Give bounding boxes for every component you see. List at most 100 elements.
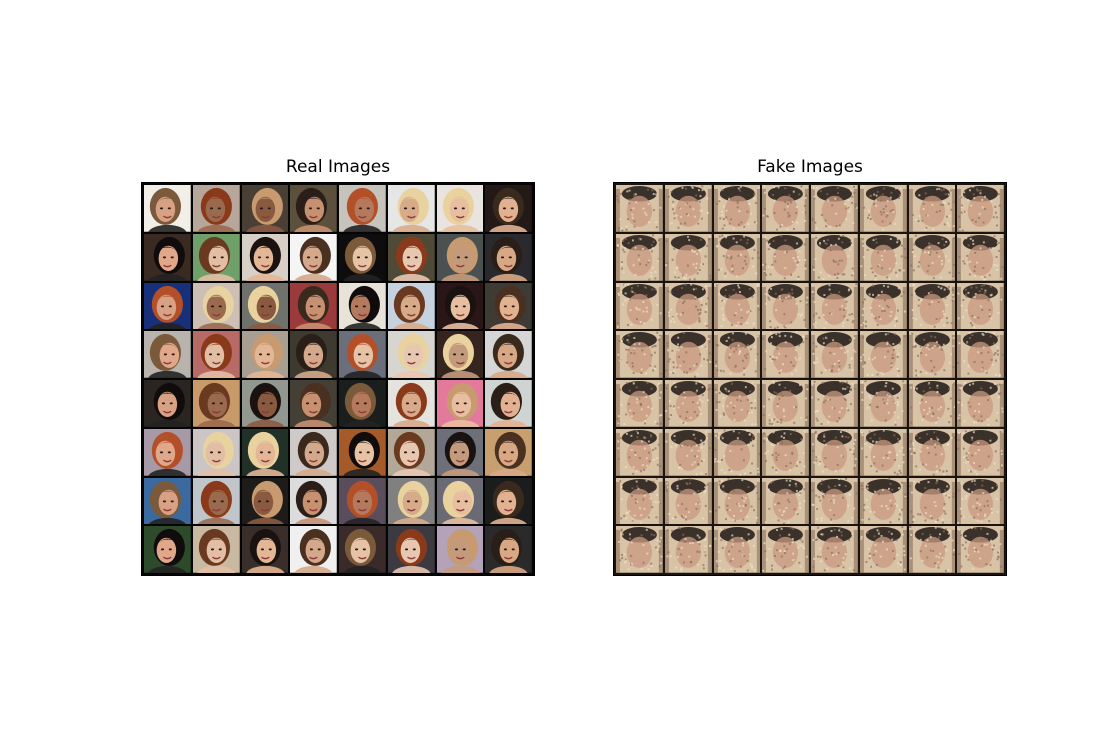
fake-face-thumbnail — [811, 380, 858, 427]
fake-images-tiles — [616, 185, 1004, 573]
fake-face-thumbnail — [713, 331, 761, 378]
real-face-thumbnail — [436, 282, 484, 330]
fake-face-thumbnail — [664, 380, 712, 427]
fake-face-thumbnail — [957, 526, 1004, 573]
fake-face-thumbnail — [616, 282, 663, 330]
real-face-thumbnail — [339, 233, 386, 281]
fake-face-thumbnail — [908, 282, 956, 330]
real-face-thumbnail — [290, 331, 337, 378]
real-face-thumbnail — [485, 233, 532, 281]
fake-face-thumbnail — [762, 185, 809, 232]
fake-face-thumbnail — [908, 477, 956, 525]
fake-face-thumbnail — [762, 233, 809, 281]
real-face-thumbnail — [339, 331, 386, 378]
fake-face-thumbnail — [616, 185, 663, 232]
real-face-thumbnail — [436, 233, 484, 281]
fake-face-thumbnail — [713, 526, 761, 573]
real-face-thumbnail — [339, 428, 386, 476]
fake-face-thumbnail — [616, 233, 663, 281]
fake-face-thumbnail — [859, 185, 907, 232]
fake-face-thumbnail — [908, 233, 956, 281]
fake-face-thumbnail — [762, 331, 809, 378]
real-face-thumbnail — [144, 282, 191, 330]
fake-face-thumbnail — [811, 185, 858, 232]
fake-face-thumbnail — [811, 331, 858, 378]
real-face-thumbnail — [485, 477, 532, 525]
fake-face-thumbnail — [859, 331, 907, 378]
fake-face-thumbnail — [859, 428, 907, 476]
fake-face-thumbnail — [664, 282, 712, 330]
real-face-thumbnail — [387, 233, 435, 281]
real-face-thumbnail — [387, 380, 435, 427]
real-face-thumbnail — [485, 380, 532, 427]
fake-face-thumbnail — [957, 380, 1004, 427]
real-face-thumbnail — [436, 380, 484, 427]
fake-face-thumbnail — [908, 185, 956, 232]
real-face-thumbnail — [290, 185, 337, 232]
real-face-thumbnail — [241, 428, 289, 476]
real-face-thumbnail — [436, 477, 484, 525]
real-face-thumbnail — [192, 282, 240, 330]
real-face-thumbnail — [436, 185, 484, 232]
fake-face-thumbnail — [811, 428, 858, 476]
fake-face-thumbnail — [664, 185, 712, 232]
fake-face-thumbnail — [616, 526, 663, 573]
real-face-thumbnail — [241, 185, 289, 232]
real-face-thumbnail — [436, 428, 484, 476]
fake-face-thumbnail — [859, 526, 907, 573]
fake-face-thumbnail — [713, 185, 761, 232]
real-face-thumbnail — [485, 331, 532, 378]
real-face-thumbnail — [339, 477, 386, 525]
real-face-thumbnail — [387, 331, 435, 378]
real-face-thumbnail — [290, 477, 337, 525]
fake-face-thumbnail — [957, 282, 1004, 330]
fake-face-thumbnail — [664, 526, 712, 573]
fake-face-thumbnail — [859, 282, 907, 330]
fake-face-thumbnail — [859, 233, 907, 281]
fake-face-thumbnail — [762, 282, 809, 330]
real-face-thumbnail — [290, 233, 337, 281]
fake-face-thumbnail — [713, 233, 761, 281]
real-face-thumbnail — [387, 282, 435, 330]
real-face-thumbnail — [485, 526, 532, 573]
fake-face-thumbnail — [616, 428, 663, 476]
real-face-thumbnail — [387, 185, 435, 232]
fake-face-thumbnail — [957, 477, 1004, 525]
real-face-thumbnail — [387, 477, 435, 525]
real-face-thumbnail — [485, 185, 532, 232]
fake-face-thumbnail — [811, 477, 858, 525]
real-images-title: Real Images — [285, 157, 391, 177]
real-face-thumbnail — [290, 526, 337, 573]
fake-images-grid — [613, 182, 1007, 576]
real-face-thumbnail — [485, 282, 532, 330]
fake-face-thumbnail — [713, 428, 761, 476]
fake-face-thumbnail — [616, 477, 663, 525]
real-face-thumbnail — [144, 380, 191, 427]
real-face-thumbnail — [485, 428, 532, 476]
real-face-thumbnail — [241, 331, 289, 378]
fake-face-thumbnail — [762, 526, 809, 573]
real-face-thumbnail — [290, 282, 337, 330]
fake-face-thumbnail — [762, 477, 809, 525]
fake-face-thumbnail — [859, 477, 907, 525]
fake-images-title: Fake Images — [757, 157, 863, 177]
real-face-thumbnail — [144, 185, 191, 232]
fake-face-thumbnail — [908, 331, 956, 378]
fake-face-thumbnail — [664, 477, 712, 525]
fake-face-thumbnail — [664, 331, 712, 378]
real-face-thumbnail — [144, 233, 191, 281]
real-face-thumbnail — [192, 331, 240, 378]
real-face-thumbnail — [192, 526, 240, 573]
real-images-tiles — [144, 185, 532, 573]
real-face-thumbnail — [241, 526, 289, 573]
real-face-thumbnail — [339, 282, 386, 330]
fake-face-thumbnail — [908, 428, 956, 476]
real-images-grid — [141, 182, 535, 576]
real-face-thumbnail — [241, 477, 289, 525]
real-face-thumbnail — [192, 380, 240, 427]
fake-face-thumbnail — [811, 233, 858, 281]
fake-face-thumbnail — [859, 380, 907, 427]
fake-face-thumbnail — [664, 233, 712, 281]
fake-face-thumbnail — [957, 428, 1004, 476]
real-face-thumbnail — [241, 282, 289, 330]
